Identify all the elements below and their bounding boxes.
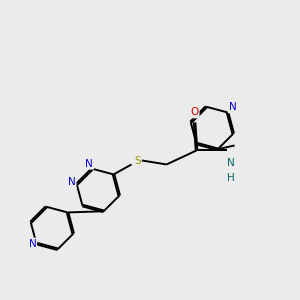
Text: H: H — [227, 173, 234, 183]
Text: N: N — [229, 102, 236, 112]
Text: N: N — [85, 159, 93, 169]
Text: N: N — [68, 177, 76, 187]
Text: S: S — [134, 156, 141, 166]
Text: N: N — [28, 238, 36, 249]
Text: N: N — [227, 158, 234, 168]
Text: O: O — [190, 107, 199, 117]
